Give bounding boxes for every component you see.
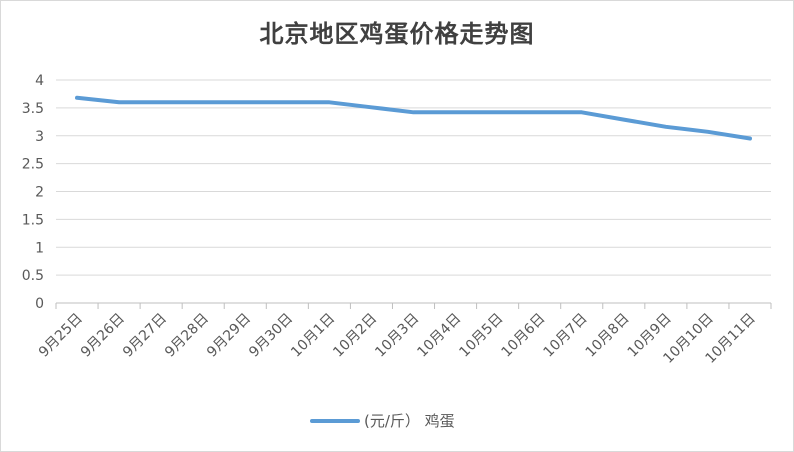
y-tick-label: 1	[35, 240, 44, 256]
y-tick-label: 1.5	[22, 212, 44, 228]
y-tick-label: 3.5	[22, 101, 44, 117]
x-tick-label: 9月25日	[36, 311, 86, 361]
data-point	[369, 105, 373, 109]
data-point	[454, 110, 458, 114]
x-tick-label: 10月8日	[583, 311, 633, 361]
x-tick-label: 10月2日	[330, 311, 380, 361]
data-point	[327, 100, 331, 104]
data-point	[580, 110, 584, 114]
x-tick-label: 10月1日	[288, 311, 338, 361]
data-point	[285, 100, 289, 104]
x-tick-label: 10月4日	[414, 311, 464, 361]
y-tick-label: 0	[35, 296, 44, 312]
legend: (元/斤） 鸡蛋	[310, 412, 455, 430]
data-point	[538, 110, 542, 114]
y-axis-ticks: 0 0.5 1 1.5 2 2.5 3 3.5 4	[22, 73, 44, 312]
y-tick-label: 2	[35, 185, 44, 201]
series-layer	[75, 95, 752, 141]
x-tick-label: 9月26日	[78, 311, 128, 361]
data-point	[496, 110, 500, 114]
x-tick-label: 9月27日	[120, 311, 170, 361]
x-axis	[55, 302, 772, 309]
data-point	[159, 100, 163, 104]
x-tick-label: 10月6日	[498, 311, 548, 361]
data-point	[706, 130, 710, 134]
data-point	[75, 96, 79, 100]
chart-title: 北京地区鸡蛋价格走势图	[259, 20, 535, 48]
data-point	[748, 137, 752, 141]
data-point	[664, 125, 668, 129]
data-point	[201, 100, 205, 104]
gridlines	[56, 79, 771, 276]
x-tick-label: 9月29日	[204, 311, 254, 361]
y-tick-label: 3	[35, 129, 44, 145]
data-point	[117, 100, 121, 104]
data-point	[412, 110, 416, 114]
x-tick-label: 9月30日	[246, 311, 296, 361]
data-point	[243, 100, 247, 104]
legend-label: (元/斤） 鸡蛋	[364, 412, 455, 430]
x-tick-label: 10月7日	[541, 311, 591, 361]
x-tick-label: 10月3日	[372, 311, 422, 361]
series-line	[75, 95, 752, 141]
y-tick-label: 0.5	[22, 268, 44, 284]
y-tick-label: 4	[35, 73, 44, 89]
data-point	[622, 118, 626, 122]
y-tick-label: 2.5	[22, 157, 44, 173]
x-tick-label: 10月5日	[456, 311, 506, 361]
x-axis-ticks: 9月25日9月26日9月27日9月28日9月29日9月30日10月1日10月2日…	[36, 311, 759, 367]
x-tick-label: 9月28日	[162, 311, 212, 361]
